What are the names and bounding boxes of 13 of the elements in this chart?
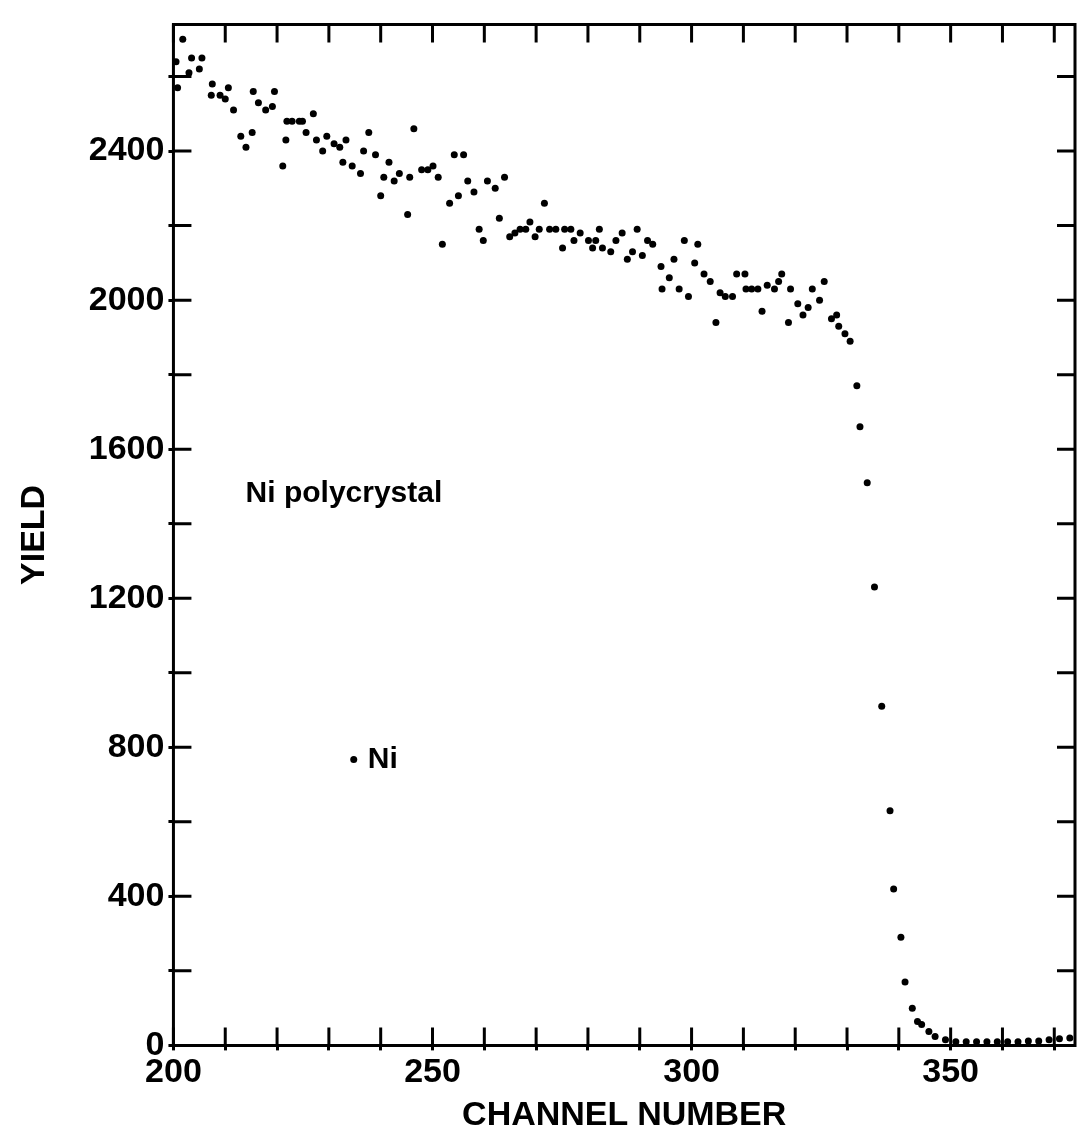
y-tick-label: 800 <box>107 725 165 764</box>
legend-label: Ni <box>367 740 398 774</box>
y-tick-label: 1600 <box>88 427 165 466</box>
y-tick-label: 2400 <box>88 129 165 168</box>
y-tick-label: 1200 <box>88 576 165 615</box>
y-tick-label: 2000 <box>88 278 165 317</box>
x-tick-label: 300 <box>663 1051 720 1090</box>
y-axis-title: YIELD <box>12 484 51 585</box>
annotation: Ni polycrystal <box>245 475 443 509</box>
y-tick-label: 400 <box>107 874 165 913</box>
x-axis-title: CHANNEL NUMBER <box>462 1093 787 1132</box>
x-tick-label: 350 <box>922 1051 980 1090</box>
x-tick-label: 250 <box>404 1051 461 1090</box>
